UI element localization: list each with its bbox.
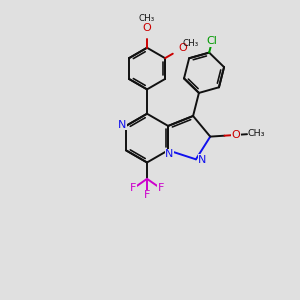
- Text: N: N: [165, 149, 173, 160]
- Text: O: O: [143, 22, 152, 32]
- Text: Cl: Cl: [207, 36, 218, 46]
- Text: O: O: [231, 130, 240, 140]
- Text: F: F: [144, 190, 150, 200]
- Text: CH₃: CH₃: [182, 39, 198, 48]
- Text: F: F: [158, 183, 164, 194]
- Text: N: N: [198, 154, 207, 165]
- Text: N: N: [118, 120, 126, 130]
- Text: O: O: [178, 43, 187, 53]
- Text: CH₃: CH₃: [248, 129, 265, 138]
- Text: F: F: [130, 183, 136, 194]
- Text: CH₃: CH₃: [139, 14, 155, 23]
